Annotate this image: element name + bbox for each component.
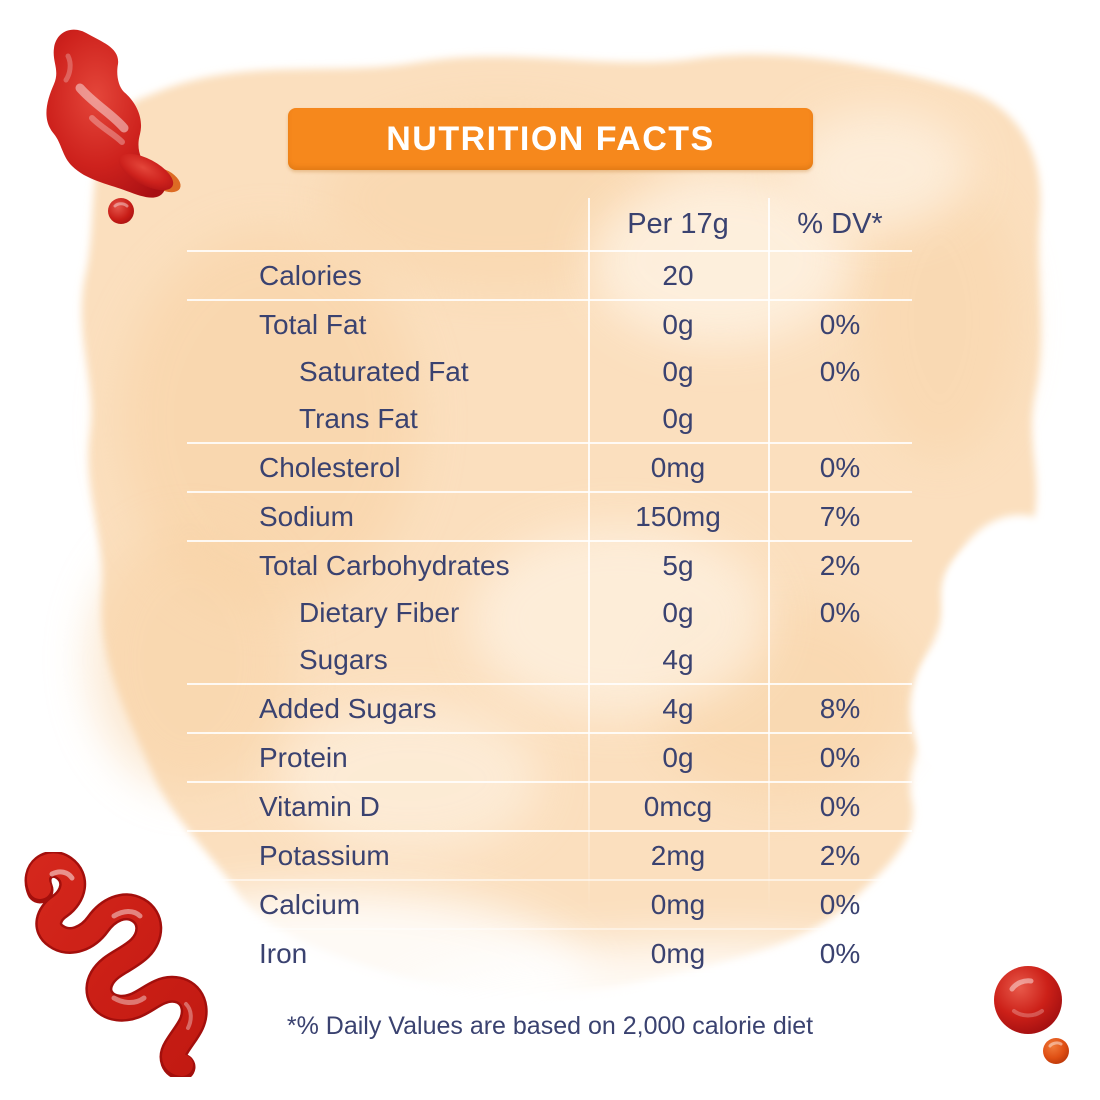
ketchup-drop-bottom-right-icon [994, 966, 1062, 1034]
row-dv: 2% [819, 839, 861, 871]
row-label: Dietary Fiber [299, 596, 460, 628]
row-label: Saturated Fat [299, 355, 469, 387]
table-row: Vitamin D 0mcg 0% [187, 781, 912, 830]
table-row: Potassium 2mg 2% [187, 830, 912, 879]
row-value: 5g [662, 549, 694, 581]
row-value: 4g [662, 692, 694, 724]
page-title: NUTRITION FACTS [386, 119, 715, 158]
row-dv: 0% [819, 888, 861, 920]
ketchup-droplet-bottom-right-icon [1043, 1038, 1069, 1064]
table-row: Sodium 150mg 7% [187, 491, 912, 540]
table-header-row: Per 17g % DV* [187, 198, 912, 250]
row-dv: 0% [819, 451, 861, 483]
row-label: Protein [259, 741, 348, 773]
row-value: 0mg [650, 937, 706, 969]
row-label: Calcium [259, 888, 361, 920]
row-value: 2mg [650, 839, 706, 871]
ketchup-splatter-top-left-icon [46, 29, 181, 224]
ketchup-drops-bottom-right [994, 966, 1069, 1064]
row-value: 0g [662, 596, 694, 628]
row-value: 0mg [650, 888, 706, 920]
column-header-dv: % DV* [797, 207, 883, 240]
table-row: Trans Fat 0g [187, 395, 912, 442]
row-dv: 0% [819, 741, 861, 773]
row-value: 150mg [635, 500, 721, 532]
column-divider-dv [768, 198, 770, 912]
column-header-amount: Per 17g [627, 207, 729, 240]
row-dv: 0% [819, 937, 861, 969]
nutrition-table: Per 17g % DV* Calories 20 Total Fat 0g 0… [187, 198, 912, 977]
row-dv: 7% [819, 500, 861, 532]
row-label: Cholesterol [259, 451, 401, 483]
row-dv: 0% [819, 355, 861, 387]
table-row: Dietary Fiber 0g 0% [187, 589, 912, 636]
table-row: Sugars 4g [187, 636, 912, 683]
row-dv: 0% [819, 790, 861, 822]
row-value: 20 [662, 259, 694, 291]
nutrition-table-body: Calories 20 Total Fat 0g 0% Saturated Fa… [187, 250, 912, 977]
row-value: 0g [662, 402, 694, 434]
row-value: 0mg [650, 451, 706, 483]
ketchup-drop-top-left-icon [108, 198, 134, 224]
row-value: 0g [662, 308, 694, 340]
row-dv: 0% [819, 596, 861, 628]
row-value: 4g [662, 643, 694, 675]
row-label: Potassium [259, 839, 390, 871]
column-divider-amount [588, 198, 590, 912]
table-row: Protein 0g 0% [187, 732, 912, 781]
row-value: 0mcg [643, 790, 713, 822]
row-value: 0g [662, 741, 694, 773]
table-row: Total Carbohydrates 5g 2% [187, 540, 912, 589]
row-label: Total Fat [259, 308, 367, 340]
row-label: Sodium [259, 500, 354, 532]
row-label: Added Sugars [259, 692, 437, 724]
daily-value-footnote: *% Daily Values are based on 2,000 calor… [286, 1012, 814, 1040]
table-row: Calcium 0mg 0% [187, 879, 912, 928]
row-dv: 8% [819, 692, 861, 724]
table-row: Total Fat 0g 0% [187, 299, 912, 348]
table-row: Saturated Fat 0g 0% [187, 348, 912, 395]
title-banner: NUTRITION FACTS [288, 108, 813, 170]
table-row: Iron 0mg 0% [187, 928, 912, 977]
ketchup-squiggle-bottom-left-icon [24, 852, 208, 1077]
row-label: Sugars [299, 643, 388, 675]
row-dv: 2% [819, 549, 861, 581]
row-label: Calories [259, 259, 362, 291]
table-row: Calories 20 [187, 250, 912, 299]
table-row: Added Sugars 4g 8% [187, 683, 912, 732]
row-label: Iron [259, 937, 308, 969]
table-row: Cholesterol 0mg 0% [187, 442, 912, 491]
row-dv: 0% [819, 308, 861, 340]
row-label: Total Carbohydrates [259, 549, 510, 581]
row-label: Trans Fat [299, 402, 418, 434]
row-label: Vitamin D [259, 790, 380, 822]
row-value: 0g [662, 355, 694, 387]
